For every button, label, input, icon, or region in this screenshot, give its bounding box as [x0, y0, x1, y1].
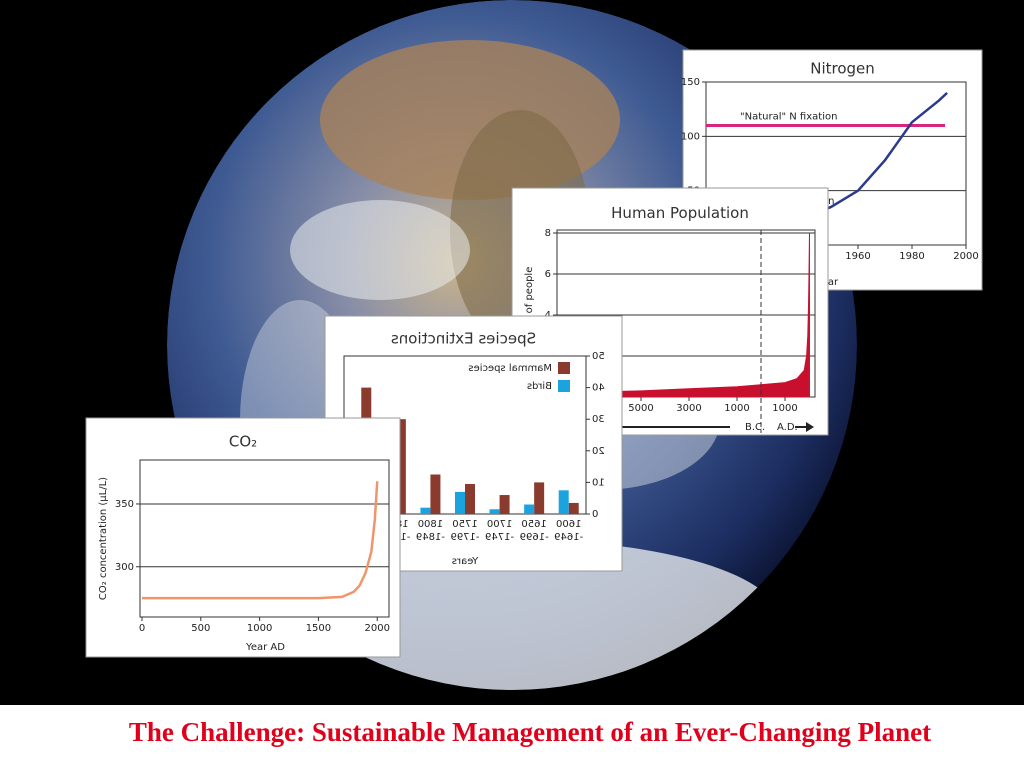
legend-swatch	[558, 362, 570, 374]
bar	[568, 502, 579, 514]
chart-title: Species Extinctions	[391, 330, 536, 348]
x-tick-label: 1000	[772, 403, 797, 414]
bar	[534, 482, 545, 514]
x-tick-label: -1849	[416, 532, 445, 543]
y-tick-label: 50	[592, 351, 605, 362]
bar	[455, 491, 465, 514]
x-tick-label: -1699	[520, 532, 549, 543]
slide-title: The Challenge: Sustainable Management of…	[129, 717, 931, 747]
y-tick-label: 150	[681, 77, 700, 88]
x-tick-label: 0	[139, 623, 145, 634]
chart-title: Human Population	[611, 204, 749, 222]
y-tick-label: 0	[592, 509, 598, 520]
x-axis-label: Year AD	[245, 642, 285, 653]
x-tick-label: 1960	[845, 251, 870, 262]
x-tick-label: 2000	[365, 623, 390, 634]
x-tick-label: 1000	[247, 623, 272, 634]
x-tick-label: -1649	[554, 532, 583, 543]
chart-panel: CO₂ 300 350 0 500 1000 1500 2000 Year AD CO₂ conc…	[85, 417, 401, 658]
bar	[558, 490, 569, 514]
y-tick-label: 350	[115, 499, 134, 510]
charts: Nitrogen05010015019001920194019601980200…	[85, 49, 983, 658]
y-tick-label: 6	[545, 269, 551, 280]
data-line	[142, 481, 379, 600]
x-tick-label: -1749	[485, 532, 514, 543]
chart-panel: Nitrogen05010015019001920194019601980200…	[681, 49, 983, 291]
bar	[489, 509, 500, 514]
bar	[430, 474, 441, 514]
x-tick-label: 3000	[676, 403, 701, 414]
x-tick-label: 1650	[521, 519, 546, 530]
annotation: B.C.	[745, 422, 765, 433]
x-tick-label: 5000	[628, 403, 653, 414]
bar	[499, 495, 510, 514]
x-tick-label: 1000	[724, 403, 749, 414]
bar	[395, 419, 406, 514]
y-tick-label: 8	[545, 228, 551, 239]
legend-swatch	[558, 380, 570, 392]
y-tick-label: 300	[115, 562, 134, 573]
y-axis-label: of people	[524, 267, 535, 314]
x-tick-label: 500	[191, 623, 210, 634]
x-tick-label: 1700	[487, 519, 512, 530]
x-tick-label: 1600	[556, 519, 581, 530]
x-tick-label: 1800	[418, 519, 443, 530]
x-axis-label: Years	[452, 556, 479, 567]
y-tick-label: 20	[592, 446, 605, 457]
legend-label: Birds	[527, 381, 552, 392]
panel-background	[85, 417, 401, 658]
y-tick-label: 100	[681, 131, 700, 142]
y-tick-label: 10	[592, 477, 605, 488]
x-tick-label: 1500	[306, 623, 331, 634]
plot-frame	[705, 81, 967, 246]
bar	[420, 507, 431, 514]
data-area	[556, 232, 810, 398]
y-axis-label: CO₂ concentration (μL/L)	[98, 477, 109, 600]
title-band	[0, 705, 1024, 768]
y-tick-label: 30	[592, 414, 605, 425]
chart-title: CO₂	[229, 433, 257, 451]
x-tick-label: 1980	[899, 251, 924, 262]
chart-title: Nitrogen	[810, 60, 875, 78]
arrow-head	[806, 422, 814, 432]
annotation: A.D.	[777, 422, 798, 433]
y-tick-label: 40	[592, 383, 605, 394]
x-tick-label: 1750	[452, 519, 477, 530]
x-tick-label: 2000	[953, 251, 978, 262]
bar	[524, 504, 535, 514]
legend-label: Mammal species	[468, 363, 552, 374]
bar	[465, 483, 475, 514]
x-tick-label: -1799	[450, 532, 479, 543]
plot-frame	[139, 459, 390, 618]
reference-label: "Natural" N fixation	[740, 111, 837, 122]
